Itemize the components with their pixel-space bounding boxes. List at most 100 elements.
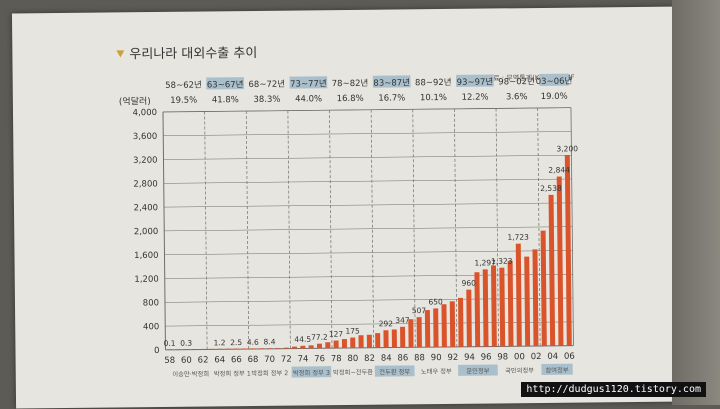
y-tick-label: 400 [143,322,159,332]
data-label: 292 [379,319,394,328]
period-growth-rate: 38.3% [253,95,280,105]
bar-series [167,155,572,350]
bar [358,335,364,348]
period-growth-rate: 12.2% [462,93,489,103]
x-tick-label: 98 [497,352,508,362]
bar [341,339,347,349]
data-label: 175 [345,326,360,335]
period-growth-rate: 19.0% [541,92,568,102]
period-highlight-box [206,77,245,90]
government-label: 참여정부 [545,365,568,374]
x-tick-label: 04 [547,352,558,362]
x-tick-label: 92 [447,353,458,363]
title-bullet-icon [116,50,125,58]
bar [416,317,422,348]
period-highlight-box [539,73,569,86]
bar [556,176,564,346]
h-gridline [164,274,573,279]
data-label: 3,200 [556,144,578,153]
x-tick-label: 06 [564,352,575,362]
government-label: 이승만·박정희 [172,369,209,378]
y-axis-unit-label: (억달러) [119,95,151,107]
data-label: 44.5 [294,335,311,344]
bar [258,348,264,349]
data-labels: 0.1 0.3 1.2 2.5 4.6 8.4 44.5 77.2 127 175 292 34750… [164,144,579,348]
period-label: 03~06년 [536,76,573,87]
bar [515,243,522,347]
period-growth-rate: 3.6% [506,92,528,102]
bar [507,260,514,347]
bar [250,348,256,350]
data-label: 960 [462,279,477,288]
government-label: 박정희 정부 3 [293,368,330,377]
bar [474,272,481,347]
bar [383,330,389,348]
data-label: 127 [329,329,344,338]
y-axis-line [162,111,166,350]
y-tick-label: 2,800 [133,179,157,189]
x-tick-label: 82 [364,354,375,364]
x-tick-label: 64 [214,355,225,365]
y-axis: 0 400 800 1,200 1,600 2,000 2,400 2,800 3,200 3,6… [133,108,160,356]
data-label: 8.4 [263,337,275,346]
bar [532,249,539,347]
page-title: 우리나라 대외수출 추이 [129,46,257,62]
x-tick-label: 66 [231,355,242,365]
government-label: 국민의정부 [505,366,534,375]
export-trend-chart: 우리나라 대외수출 추이 자료 : 무역통계(KOTIS), IMF (억달러)… [116,46,579,378]
period-label: 83~87년 [373,77,410,88]
bar [408,319,414,348]
y-tick-label: 4,000 [133,108,157,118]
bar [424,310,431,348]
government-highlight-box [291,366,332,378]
y-tick-label: 3,200 [133,156,157,166]
period-header: 58~62년 19.5% 63~67년 41.8% 68~72년 38.3% 73~77년 4… [165,73,573,106]
bar [200,348,206,350]
period-growth-rate: 16.8% [337,94,364,104]
bar [300,345,306,349]
x-tick-label: 74 [298,354,309,364]
y-tick-label: 2,400 [134,203,158,213]
plot-right-border [570,107,574,346]
x-tick-label: 94 [464,353,475,363]
x-tick-label: 72 [281,355,292,365]
government-label: 박정희 정부 2 [251,368,288,377]
period-label: 88~92년 [415,77,452,88]
government-label: 전두환 정부 [379,367,410,376]
bar [217,348,223,350]
period-growth-rate: 44.0% [295,94,322,104]
bar [466,289,472,347]
period-growth-rate: 10.1% [420,93,447,103]
bar [350,337,356,348]
x-tick-label: 78 [331,354,342,364]
h-gridline [165,321,574,327]
data-label: 2,538 [540,184,562,193]
bar [400,326,406,348]
bar [167,349,173,350]
bar [233,348,239,350]
data-label: 1.2 [214,338,226,347]
government-highlight-box [374,365,415,377]
government-label: 박정희~전두환 [333,367,373,376]
x-tick-label: 84 [381,354,392,364]
bar [292,346,298,349]
period-label: 98~02년 [498,76,535,87]
period-growth-rate: 41.8% [212,95,239,105]
government-label: 문민정부 [466,366,489,375]
government-highlight-box [541,363,573,375]
x-tick-label: 76 [314,354,325,364]
y-tick-label: 1,200 [134,275,158,285]
x-tick-label: 68 [248,355,259,365]
bar [548,194,556,346]
x-tick-label: 58 [164,356,175,366]
x-tick-label: 62 [198,355,209,365]
bar [316,343,323,349]
x-tick-label: 88 [414,353,425,363]
period-highlight-box [289,76,328,89]
period-label: 68~72년 [248,79,285,90]
bar [449,301,456,347]
x-tick-label: 70 [264,355,275,365]
h-gridline [163,202,572,208]
bar [433,308,439,348]
page-edge [672,0,720,405]
